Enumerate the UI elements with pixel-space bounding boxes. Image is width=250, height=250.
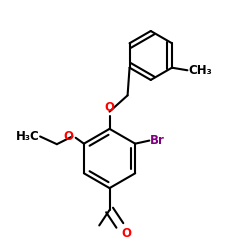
- Text: O: O: [104, 101, 115, 114]
- Text: O: O: [64, 130, 74, 143]
- Text: CH₃: CH₃: [189, 64, 212, 77]
- Text: H₃C: H₃C: [16, 130, 39, 143]
- Text: Br: Br: [150, 134, 165, 147]
- Text: O: O: [121, 227, 131, 240]
